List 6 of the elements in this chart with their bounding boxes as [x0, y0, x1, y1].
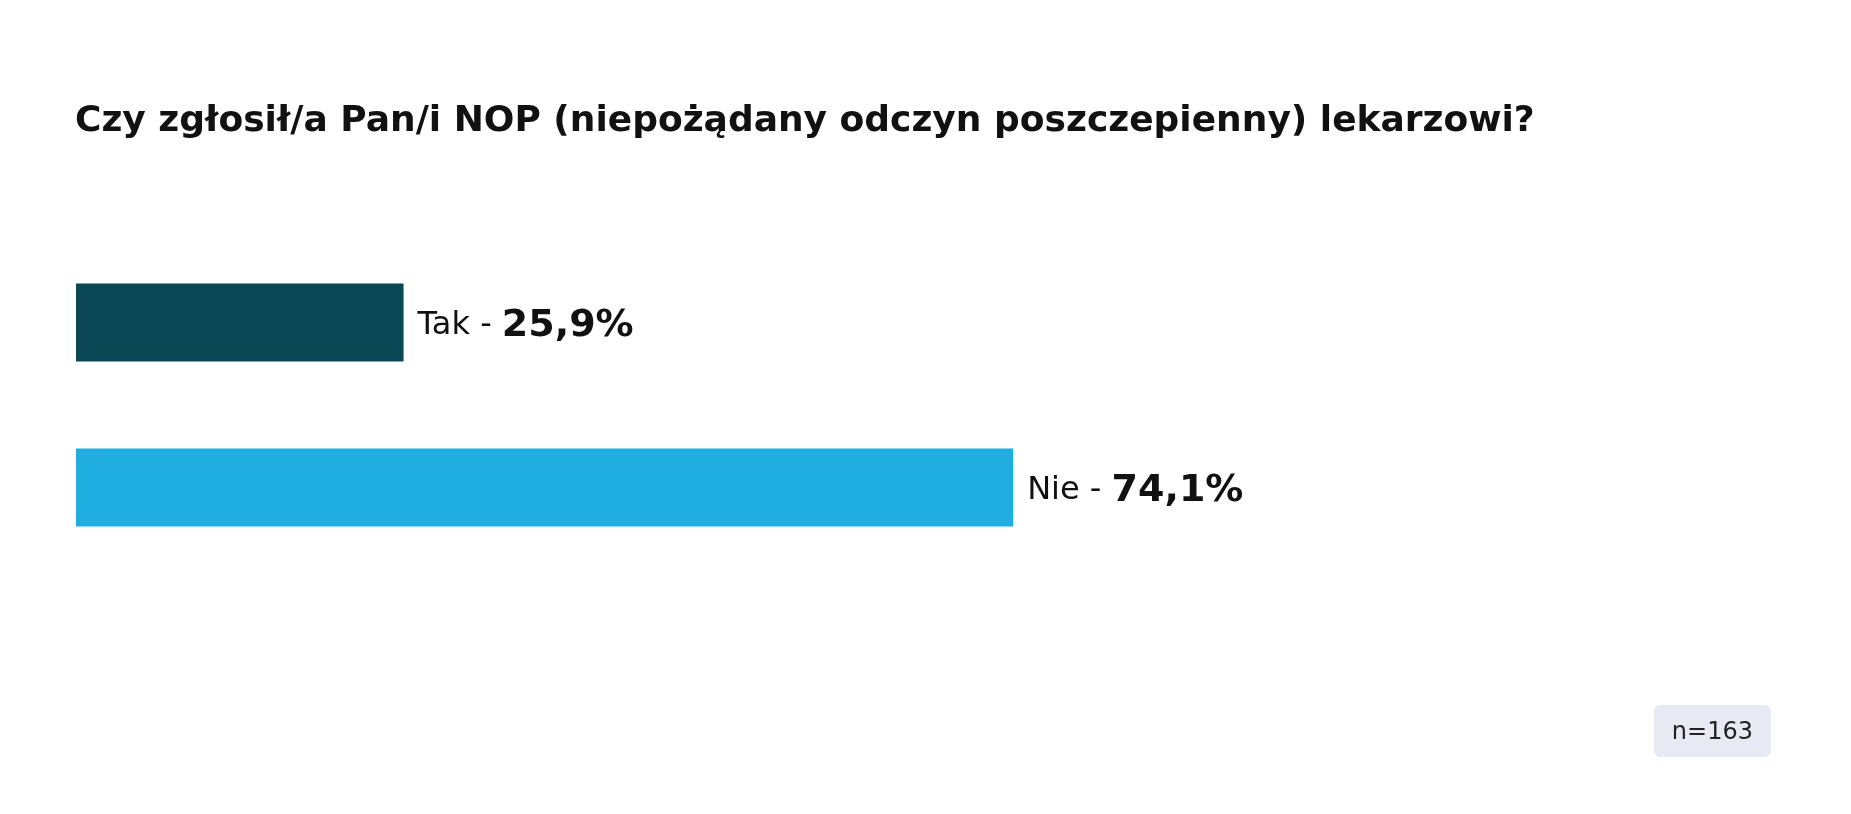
chart-title: Czy zgłosił/a Pan/i NOP (niepożądany odczyn poszczepienny) lekarzowi? [75, 97, 1535, 139]
data-label: 74,1% [1111, 465, 1244, 510]
data-label: 25,9% [501, 300, 634, 345]
y-tick-label: Nie - [1027, 468, 1112, 507]
y-tick-label: Tak - [416, 303, 502, 342]
text: n=163 [1671, 717, 1754, 745]
